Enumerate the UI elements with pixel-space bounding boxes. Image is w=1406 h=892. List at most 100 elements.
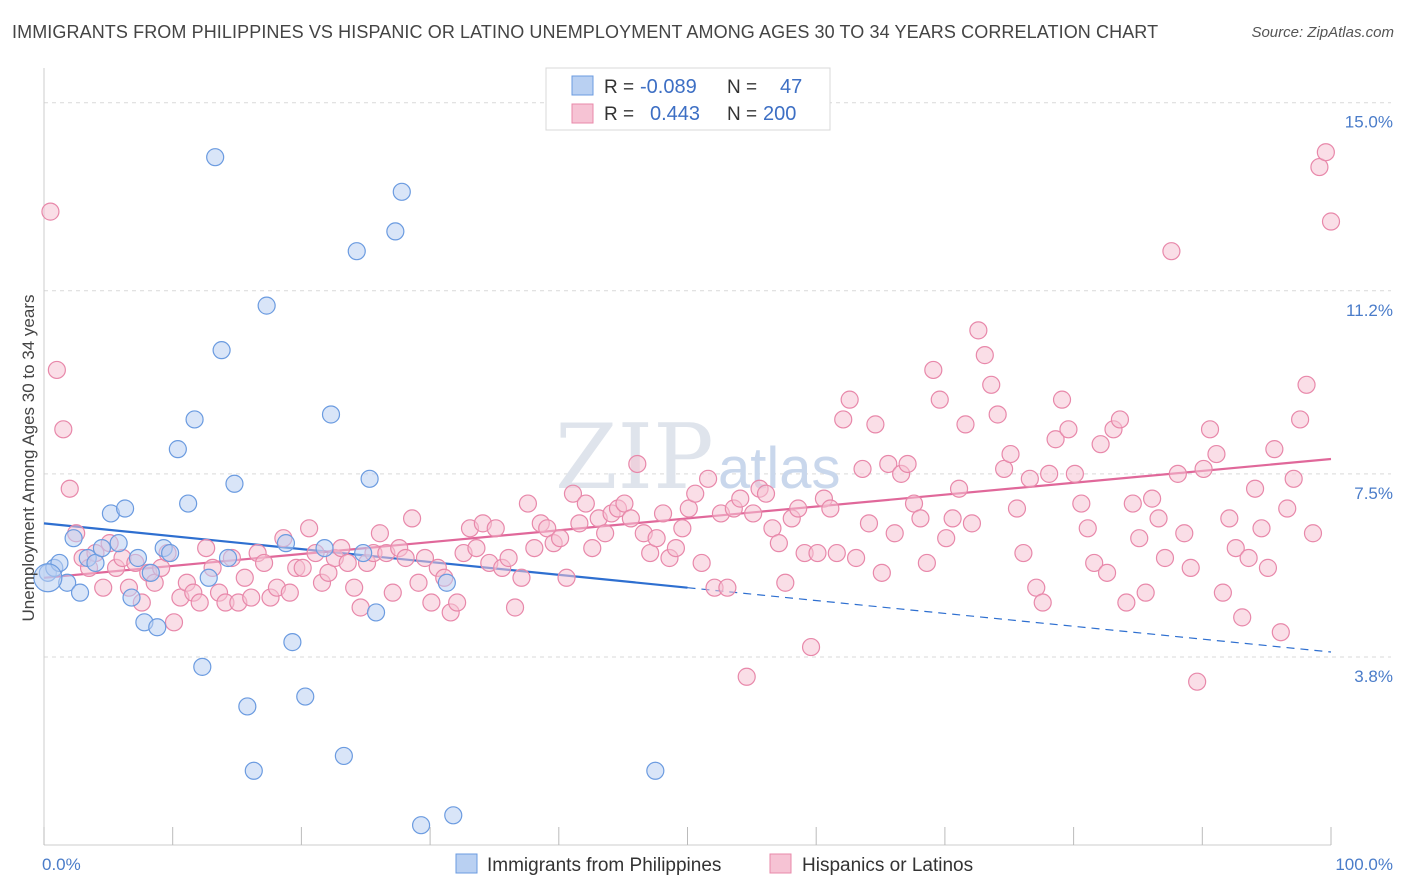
point-hispanic — [1123, 494, 1142, 513]
point-hispanic — [54, 420, 73, 439]
point-hispanic — [1194, 459, 1213, 479]
point-hispanic — [94, 578, 113, 597]
point-hispanic — [1155, 548, 1175, 568]
point-hispanic — [1059, 420, 1078, 439]
point-hispanic — [1239, 548, 1258, 568]
point-hispanic — [1143, 489, 1162, 508]
point-philippines — [283, 633, 302, 652]
point-hispanic — [827, 543, 846, 563]
point-hispanic — [409, 573, 428, 592]
point-hispanic — [1052, 390, 1072, 409]
point-philippines — [115, 499, 135, 518]
x-tick-label: 100.0% — [1335, 855, 1393, 874]
x-tick-label: 0.0% — [42, 855, 81, 874]
point-philippines — [386, 222, 405, 241]
point-hispanic — [1271, 623, 1290, 642]
point-hispanic — [653, 504, 673, 523]
point-hispanic — [769, 534, 788, 553]
point-hispanic — [1046, 430, 1065, 449]
point-philippines — [276, 534, 296, 553]
y-tick-label: 7.5% — [1354, 484, 1393, 503]
point-hispanic — [1020, 469, 1039, 488]
bottom-legend-label-2: Hispanics or Latinos — [802, 855, 973, 876]
point-philippines — [109, 534, 128, 553]
point-hispanic — [1014, 543, 1033, 563]
bottom-legend-swatch-pink — [769, 853, 792, 874]
point-hispanic — [975, 346, 994, 365]
point-hispanic — [583, 538, 602, 558]
point-hispanic — [911, 509, 930, 528]
legend-r-label-1: R = — [604, 77, 634, 98]
point-philippines — [206, 148, 225, 167]
point-philippines — [392, 182, 411, 201]
point-hispanic — [776, 573, 795, 592]
point-hispanic — [1321, 212, 1341, 231]
point-philippines — [122, 588, 141, 607]
point-hispanic — [293, 558, 312, 577]
point-philippines — [70, 583, 90, 602]
legend-r-label-2: R = — [604, 104, 634, 125]
bottom-legend-swatch-blue — [455, 853, 478, 874]
point-hispanic — [898, 454, 917, 474]
point-hispanic — [422, 593, 441, 612]
point-hispanic — [190, 593, 209, 612]
point-hispanic — [872, 563, 891, 582]
point-philippines — [128, 548, 148, 568]
point-hispanic — [1200, 420, 1220, 439]
point-hispanic — [235, 568, 254, 587]
point-hispanic — [1207, 444, 1226, 464]
point-philippines — [92, 538, 112, 558]
point-hispanic — [1168, 464, 1187, 483]
point-philippines — [347, 242, 366, 261]
point-hispanic — [60, 479, 79, 498]
legend-n-label-1: N = — [727, 77, 757, 98]
point-hispanic — [383, 583, 402, 602]
point-hispanic — [1265, 440, 1284, 459]
point-hispanic — [1258, 558, 1278, 577]
point-philippines — [179, 494, 198, 513]
point-hispanic — [1226, 538, 1245, 558]
point-philippines — [148, 618, 167, 637]
point-hispanic — [402, 509, 422, 528]
point-hispanic — [744, 504, 763, 523]
point-hispanic — [1117, 593, 1136, 612]
point-hispanic — [1291, 410, 1310, 429]
point-hispanic — [988, 405, 1007, 424]
point-hispanic — [937, 529, 956, 548]
y-tick-label: 15.0% — [1345, 113, 1393, 132]
point-hispanic — [1040, 464, 1059, 483]
point-hispanic — [1175, 524, 1194, 543]
point-hispanic — [1220, 509, 1239, 528]
point-hispanic — [1130, 529, 1149, 548]
point-philippines — [444, 806, 463, 825]
point-hispanic — [853, 459, 872, 479]
point-philippines — [225, 474, 244, 493]
legend: R = -0.089 N = 47 R = 0.443 N = 200 — [545, 67, 831, 131]
point-hispanic — [280, 583, 299, 602]
point-hispanic — [505, 598, 525, 617]
point-hispanic — [1001, 444, 1020, 464]
legend-swatch-blue — [571, 75, 594, 96]
y-tick-label: 3.8% — [1354, 667, 1393, 686]
point-philippines — [244, 761, 263, 780]
point-hispanic — [351, 598, 370, 617]
point-philippines — [366, 603, 386, 622]
point-hispanic — [1085, 553, 1104, 573]
chart-title: IMMIGRANTS FROM PHILIPPINES VS HISPANIC … — [12, 22, 1159, 42]
point-philippines — [141, 563, 160, 582]
point-philippines — [161, 543, 180, 563]
point-hispanic — [1078, 519, 1097, 538]
point-hispanic — [596, 524, 615, 543]
point-hispanic — [866, 415, 885, 434]
point-hispanic — [1136, 583, 1155, 602]
axes — [43, 68, 1332, 846]
point-hispanic — [737, 667, 756, 686]
source-label: Source: ZipAtlas.com — [1251, 24, 1394, 41]
point-hispanic — [1007, 499, 1027, 518]
point-hispanic — [499, 548, 518, 568]
point-philippines — [199, 568, 218, 587]
x-tick-labels: 0.0% 100.0% — [42, 855, 1393, 874]
point-hispanic — [197, 538, 216, 558]
point-hispanic — [1162, 242, 1181, 261]
